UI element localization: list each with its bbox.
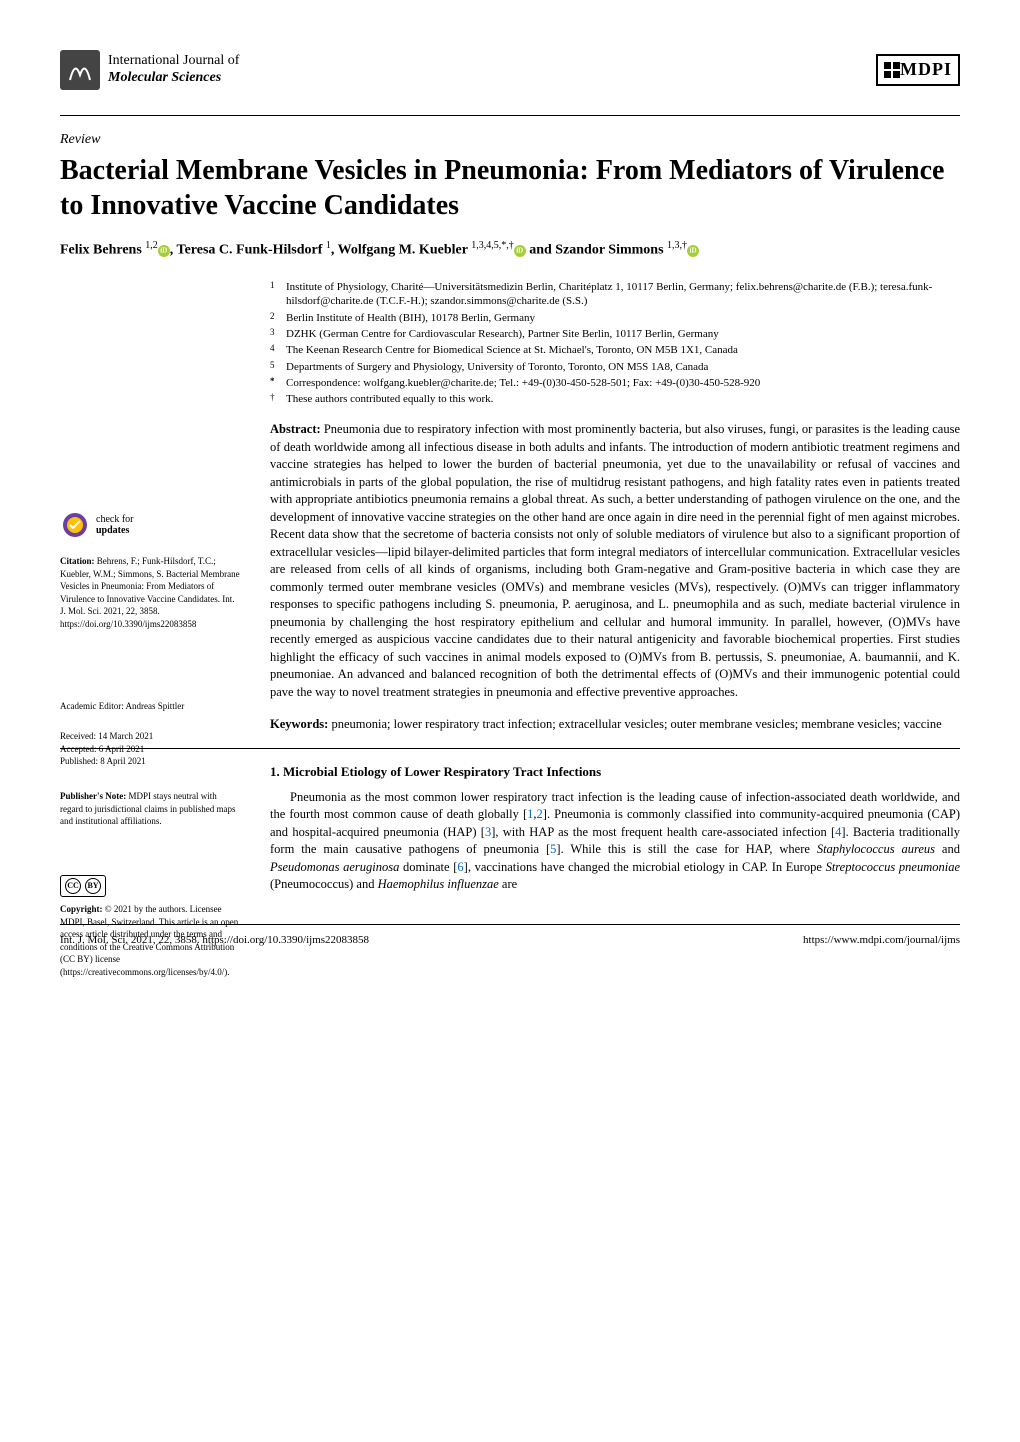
affiliation-row: 4The Keenan Research Centre for Biomedic… — [270, 343, 960, 357]
orcid-icon[interactable] — [514, 245, 526, 257]
article-title: Bacterial Membrane Vesicles in Pneumonia… — [60, 153, 960, 223]
journal-name-bottom: Molecular Sciences — [108, 70, 239, 87]
ref-link[interactable]: 1 — [527, 807, 533, 821]
ref-link[interactable]: 5 — [550, 842, 556, 856]
journal-name-top: International Journal of — [108, 53, 239, 70]
sidebar-editor: Academic Editor: Andreas Spittler — [60, 700, 240, 713]
sidebar-publishers-note: Publisher's Note: MDPI stays neutral wit… — [60, 790, 240, 828]
sidebar-license: CC BY Copyright: © 2021 by the authors. … — [60, 875, 240, 979]
sidebar-citation: Citation: Behrens, F.; Funk-Hilsdorf, T.… — [60, 555, 240, 643]
orcid-icon[interactable] — [687, 245, 699, 257]
ref-link[interactable]: 4 — [835, 825, 841, 839]
ref-link[interactable]: 2 — [537, 807, 543, 821]
sidebar-check-updates[interactable]: check forupdates — [60, 510, 240, 552]
journal-name: International Journal of Molecular Scien… — [108, 53, 239, 87]
affiliation-row: †These authors contributed equally to th… — [270, 392, 960, 406]
affiliation-row: 1Institute of Physiology, Charité—Univer… — [270, 280, 960, 309]
footer-right[interactable]: https://www.mdpi.com/journal/ijms — [803, 933, 960, 947]
orcid-icon[interactable] — [158, 245, 170, 257]
ref-link[interactable]: 6 — [457, 860, 463, 874]
affiliation-row: 5Departments of Surgery and Physiology, … — [270, 360, 960, 374]
cc-icon: CC — [65, 878, 81, 894]
affiliations-block: 1Institute of Physiology, Charité—Univer… — [60, 280, 960, 406]
abstract-text: Pneumonia due to respiratory infection w… — [270, 422, 960, 699]
journal-logo-icon — [60, 50, 100, 90]
cc-badge[interactable]: CC BY — [60, 875, 106, 897]
check-updates-text: check forupdates — [96, 514, 133, 536]
affiliation-row: 2Berlin Institute of Health (BIH), 10178… — [270, 311, 960, 325]
content-wrapper: 1Institute of Physiology, Charité—Univer… — [60, 280, 960, 894]
publisher-logo: MDPI — [876, 54, 960, 85]
article-type: Review — [60, 131, 960, 149]
journal-branding: International Journal of Molecular Scien… — [60, 50, 239, 90]
ref-link[interactable]: 3 — [485, 825, 491, 839]
sidebar-dates: Received: 14 March 2021 Accepted: 6 Apri… — [60, 730, 240, 768]
check-updates-icon — [60, 510, 90, 540]
header-rule — [60, 115, 960, 116]
by-icon: BY — [85, 878, 101, 894]
authors-line: Felix Behrens 1,2, Teresa C. Funk-Hilsdo… — [60, 239, 960, 260]
mdpi-icon — [884, 62, 900, 78]
header-row: International Journal of Molecular Scien… — [60, 50, 960, 90]
affiliation-row: 3DZHK (German Centre for Cardiovascular … — [270, 327, 960, 341]
cc-badge-row: CC BY — [60, 875, 240, 897]
affiliation-row: *Correspondence: wolfgang.kuebler@charit… — [270, 376, 960, 390]
keywords-text: pneumonia; lower respiratory tract infec… — [331, 717, 941, 731]
